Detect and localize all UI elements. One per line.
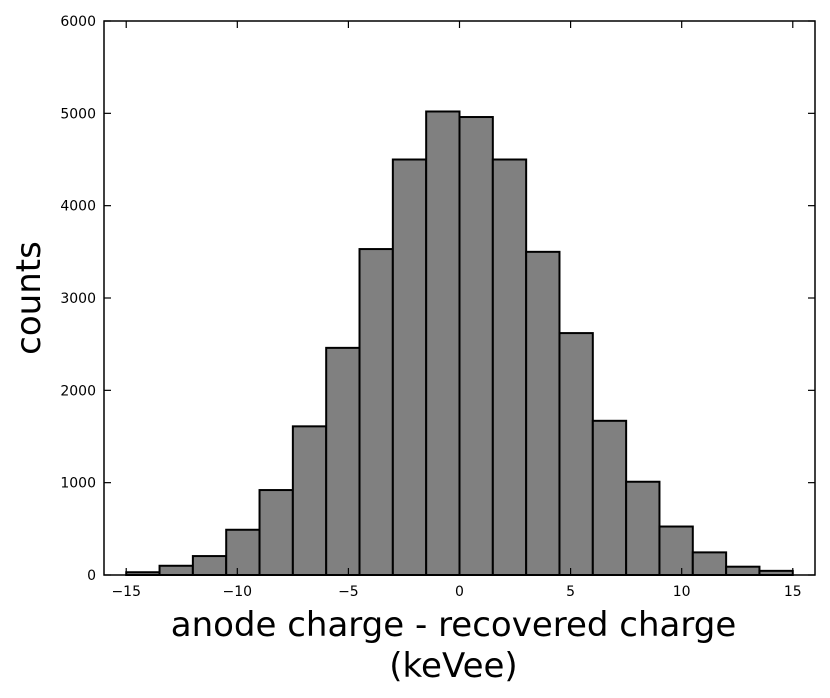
y-tick-label: 4000	[60, 199, 96, 215]
histogram-bar	[658, 525, 694, 577]
x-axis-label-line2: (keVee)	[389, 646, 517, 686]
x-tick-label: −10	[223, 584, 253, 600]
histogram-bar	[491, 158, 528, 576]
y-tick-label: 1000	[60, 476, 96, 492]
y-tick-label: 0	[87, 568, 96, 584]
histogram-bar	[191, 555, 228, 576]
histogram-bar	[425, 110, 461, 576]
ticks-group: −15 −10 −5 0 5 10 15 0 1000 2000 3000 4000 5000 6000	[60, 14, 815, 600]
histogram-bar	[458, 116, 494, 576]
x-axis-label-line1: anode charge - recovered charge	[171, 605, 737, 645]
histogram-bar	[258, 489, 294, 577]
histogram-bar	[391, 158, 428, 576]
histogram-bar	[291, 425, 328, 576]
histogram-bar	[225, 528, 261, 576]
histogram-bar	[358, 248, 394, 577]
histogram-bar	[625, 480, 661, 577]
x-tick-label: 5	[566, 584, 575, 600]
y-tick-label: 6000	[60, 14, 96, 30]
x-tick-label: −15	[111, 584, 141, 600]
y-tick-label: 2000	[60, 383, 96, 399]
histogram-bar	[725, 565, 761, 577]
y-tick-label: 3000	[60, 291, 96, 307]
histogram-bar	[525, 250, 561, 576]
histogram-bar	[558, 332, 594, 576]
bars-group	[125, 110, 794, 577]
x-tick-label: 10	[673, 584, 691, 600]
x-tick-label: 0	[455, 584, 464, 600]
histogram-bar	[591, 419, 628, 577]
histogram-bar	[158, 564, 194, 576]
x-tick-label: −5	[338, 584, 359, 600]
histogram-bar	[691, 551, 728, 577]
histogram-bar	[325, 346, 361, 576]
x-tick-label: 15	[784, 584, 802, 600]
y-axis-label: counts	[9, 241, 49, 355]
y-tick-label: 5000	[60, 106, 96, 122]
